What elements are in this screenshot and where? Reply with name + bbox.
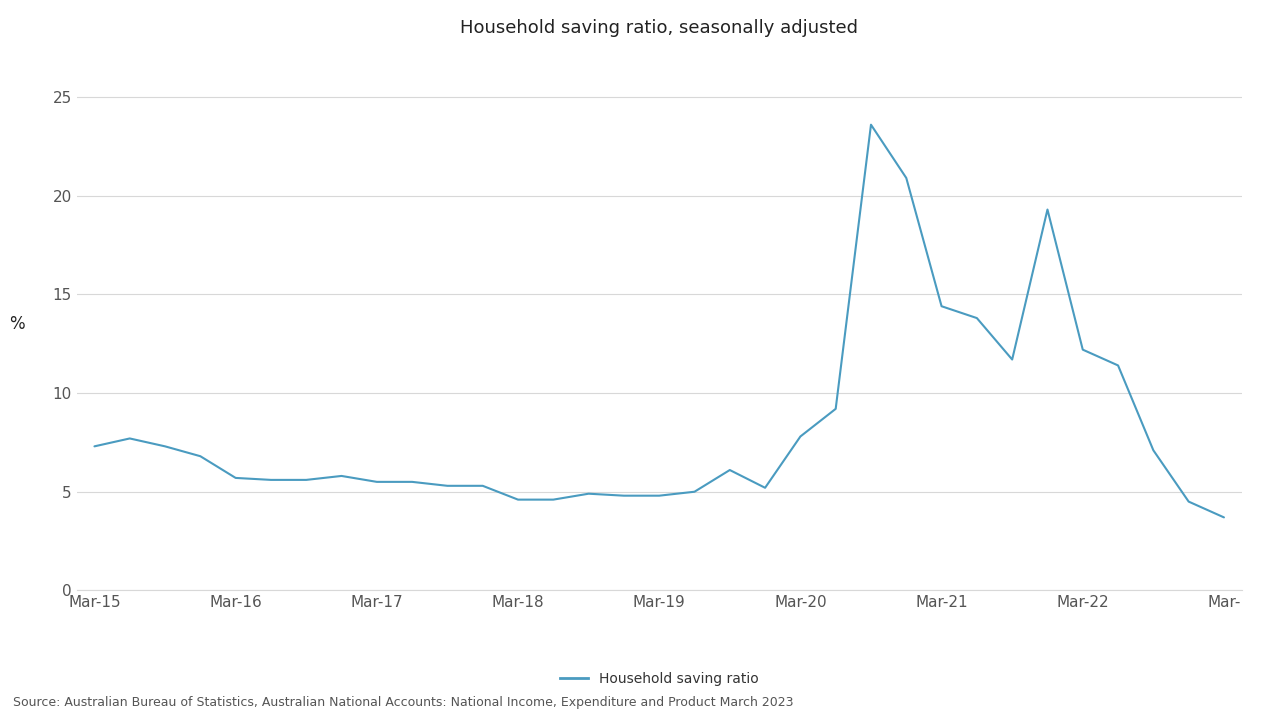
Legend: Household saving ratio: Household saving ratio [554, 667, 764, 692]
Text: Source: Australian Bureau of Statistics, Australian National Accounts: National : Source: Australian Bureau of Statistics,… [13, 696, 794, 709]
Title: Household saving ratio, seasonally adjusted: Household saving ratio, seasonally adjus… [461, 19, 858, 37]
Text: %: % [9, 315, 24, 333]
